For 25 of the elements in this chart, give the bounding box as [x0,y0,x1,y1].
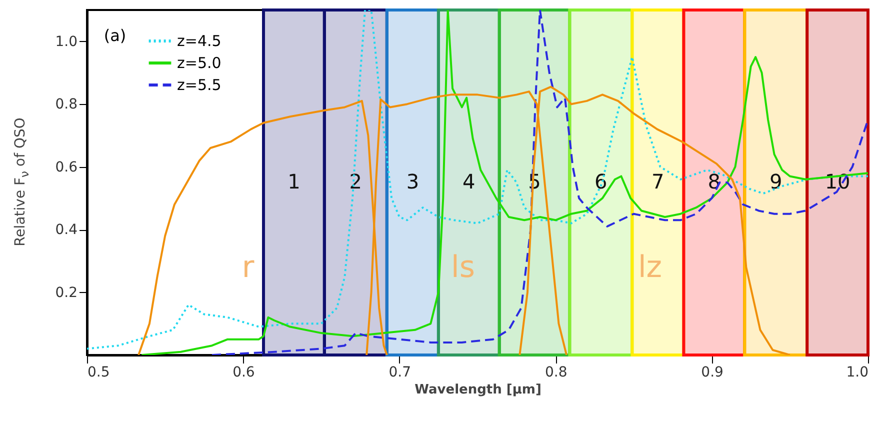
band-label: 3 [406,170,420,194]
y-tick-label: 1.0 [55,34,78,50]
y-tick-label: 0.4 [55,222,78,238]
band-label: 4 [462,170,476,194]
legend-label: z=4.5 [177,32,222,50]
annotation: ls [451,250,475,285]
legend-label: z=5.0 [177,54,222,72]
x-tick-label: 0.7 [388,364,412,380]
band-label: 1 [288,170,300,194]
x-axis-title: Wavelength [μm] [414,382,542,398]
x-tick-label: 0.6 [232,364,255,380]
y-tick-label: 0.2 [55,284,78,301]
annotation: lz [638,250,662,285]
x-tick-label: 0.8 [544,364,568,380]
x-tick-label: 1.0 [846,364,868,380]
x-tick-label: 0.5 [88,364,110,380]
band-label: 6 [594,170,608,194]
y-tick-label: 0.6 [55,159,78,176]
x-tick-label: 0.9 [701,364,724,380]
band-label: 9 [769,170,782,194]
y-tick-label: 0.8 [55,96,78,113]
annotation: r [242,250,255,285]
band-label: 7 [652,170,664,194]
annotation: (a) [104,26,126,45]
legend-label: z=5.5 [177,76,222,94]
